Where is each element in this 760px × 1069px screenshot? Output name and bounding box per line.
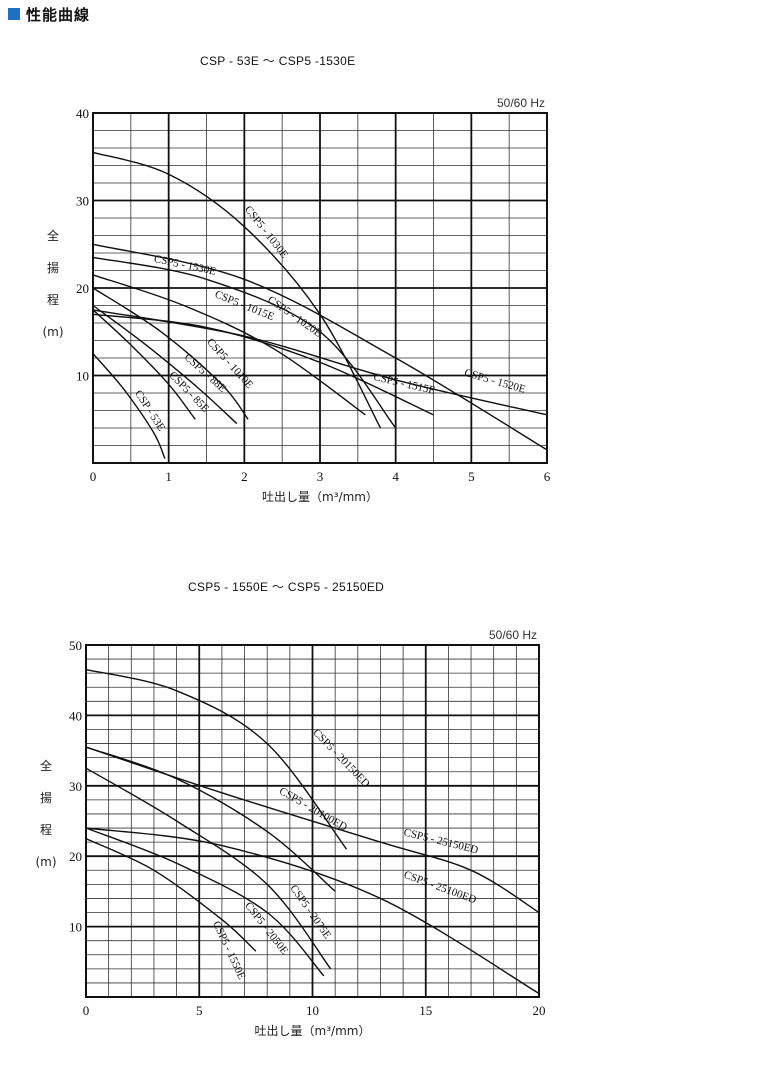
y-axis-label: (m) [42,325,63,339]
y-axis-label: 程 [40,822,52,837]
section-header: 性能曲線 [8,4,90,24]
series-curve-csp5-1015e [92,274,366,416]
series-curve-csp5-88e [92,304,238,425]
x-axis-label: 吐出し量（m³/mm） [255,1024,371,1038]
series-curve-csp5-1010e [92,287,249,420]
series-label-csp5-25100ed: CSP5 - 25100ED [402,869,478,906]
x-tick-label: 15 [419,1003,432,1018]
series-curve-csp5-25100ed [85,827,540,995]
x-tick-label: 2 [241,469,248,484]
y-tick-label: 30 [69,779,82,794]
y-tick-label: 30 [76,194,89,209]
y-axis-label: (m) [35,855,56,869]
y-axis-label: 揚 [40,791,52,805]
chart1-svg: 0 1 2 3 4 5 6 10 20 30 40 50/60 Hz 全揚程 (m) 吐出し量（m³/mm）… [42,96,551,504]
x-tick-label: 6 [544,469,551,484]
x-tick-label: 20 [533,1003,546,1018]
frequency-label: 50/60 Hz [489,628,537,642]
y-axis-label: 全 [40,758,52,773]
series-label-csp5-2050e: CSP5 - 2050E [242,900,290,957]
series-curve-csp5-1520e [92,309,548,416]
x-tick-label: 10 [306,1003,319,1018]
y-tick-label: 40 [69,708,82,723]
series-label-csp5-1550e: CSP5 - 1550E [210,919,248,981]
chart2-title: CSP5 - 1550E ～ CSP5 - 25150ED [188,580,385,594]
series-curve-csp5-20100ed [85,746,336,892]
y-tick-label: 10 [76,369,89,384]
x-tick-label: 5 [468,469,475,484]
series-curve-csp5-1515e [92,313,434,416]
x-tick-label: 0 [90,469,97,484]
y-axis-label: 揚 [47,261,59,275]
series-curve-csp5-2050e [85,827,325,977]
y-axis-label: 全 [47,228,59,243]
series-label-csp5-20150ed: CSP5 - 20150ED [310,727,372,790]
series-curve-csp5-85e [92,309,196,420]
chart1-title: CSP - 53E ～ CSP5 -1530E [200,54,356,68]
x-axis-label: 吐出し量（m³/mm） [262,490,378,504]
series-curve-csp5-2075e [85,767,332,970]
series-curve-csp5-1530e [92,243,548,451]
x-tick-label: 3 [317,469,324,484]
series-curve-csp5-1550e [85,837,257,952]
series-curve-csp5-20150ed [85,668,348,850]
y-axis-label: 程 [47,292,59,307]
plot-frame [85,644,540,998]
x-tick-label: 0 [83,1003,90,1018]
section-title: 性能曲線 [26,6,91,24]
series-label-csp5-2075e: CSP5 - 2075E [287,883,333,942]
x-tick-label: 1 [165,469,172,484]
series-curve-csp5-1030e [92,151,382,429]
frequency-label: 50/60 Hz [497,96,545,110]
x-tick-label: 5 [196,1003,203,1018]
y-tick-label: 40 [76,106,89,121]
x-tick-label: 4 [392,469,399,484]
y-tick-label: 10 [69,920,82,935]
blue-square-icon [8,8,20,20]
y-tick-label: 20 [69,849,82,864]
series-curve-csp5-1020e [92,256,397,429]
series-curve-csp-53e [92,353,166,459]
series-curve-csp5-25150ed [85,746,540,914]
y-tick-label: 20 [76,281,89,296]
y-tick-label: 50 [69,638,82,653]
